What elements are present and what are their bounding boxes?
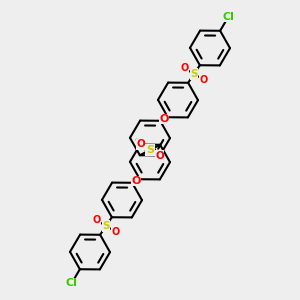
Text: S: S bbox=[190, 69, 198, 79]
Text: O: O bbox=[92, 215, 101, 225]
Text: O: O bbox=[159, 114, 169, 124]
Text: O: O bbox=[131, 176, 141, 186]
Text: Cl: Cl bbox=[66, 278, 78, 288]
Text: O: O bbox=[155, 151, 164, 160]
Text: S: S bbox=[102, 221, 110, 231]
Text: O: O bbox=[200, 75, 208, 85]
Text: O: O bbox=[136, 140, 145, 149]
Text: O: O bbox=[111, 226, 120, 237]
Text: Cl: Cl bbox=[222, 12, 234, 22]
Text: O: O bbox=[180, 63, 189, 74]
Text: S: S bbox=[146, 145, 154, 155]
